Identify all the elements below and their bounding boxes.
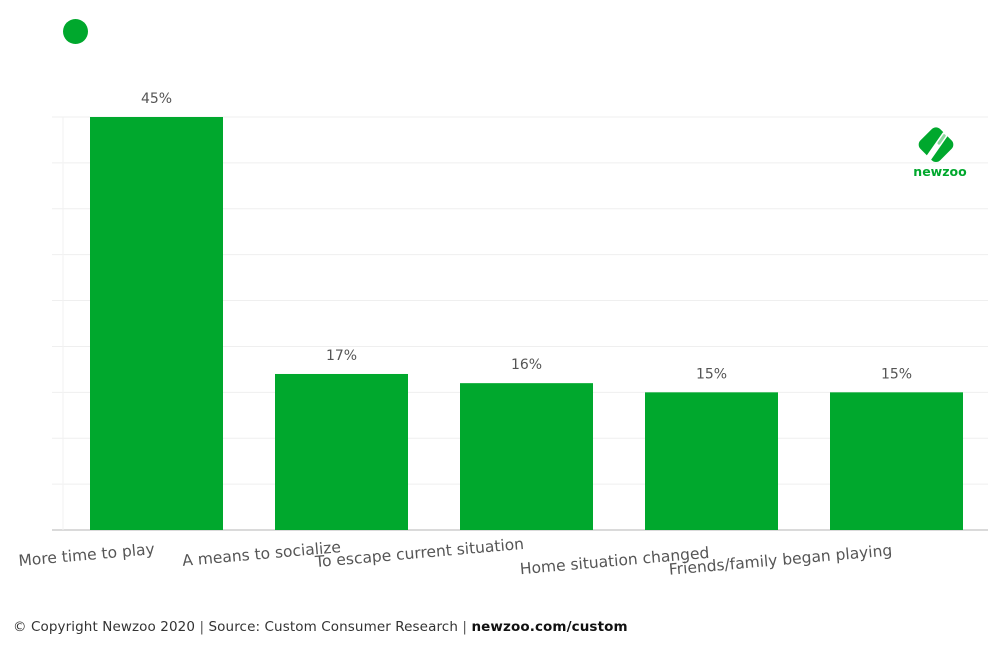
category-labels: More time to play A means to socializeTo … bbox=[18, 535, 893, 579]
source-text: Source: Custom Consumer Research bbox=[208, 619, 458, 635]
newzoo-logo: newzoo bbox=[912, 123, 968, 183]
bars bbox=[90, 117, 963, 530]
bar bbox=[275, 373, 408, 530]
bar bbox=[460, 383, 593, 530]
legend-marker bbox=[63, 19, 88, 44]
footer-separator: | bbox=[462, 619, 468, 635]
bar bbox=[830, 392, 963, 530]
data-label: 45% bbox=[141, 91, 172, 107]
footer: © Copyright Newzoo 2020 | Source: Custom… bbox=[13, 619, 628, 635]
copyright-text: © Copyright Newzoo 2020 bbox=[13, 619, 196, 635]
data-label: 16% bbox=[511, 357, 542, 373]
newzoo-logo-icon bbox=[918, 127, 954, 162]
category-label: To escape current situation bbox=[313, 535, 524, 571]
data-label: 15% bbox=[696, 366, 727, 382]
bar bbox=[90, 117, 223, 530]
data-label: 15% bbox=[881, 366, 912, 382]
bar bbox=[645, 392, 778, 530]
footer-separator: | bbox=[199, 619, 205, 635]
data-label: 17% bbox=[326, 348, 357, 364]
value-labels: 45% 17% 16% 15% 15% bbox=[141, 91, 912, 382]
category-label: More time to play bbox=[18, 540, 156, 570]
footer-link[interactable]: newzoo.com/custom bbox=[471, 619, 628, 635]
logo-text: newzoo bbox=[913, 164, 967, 179]
